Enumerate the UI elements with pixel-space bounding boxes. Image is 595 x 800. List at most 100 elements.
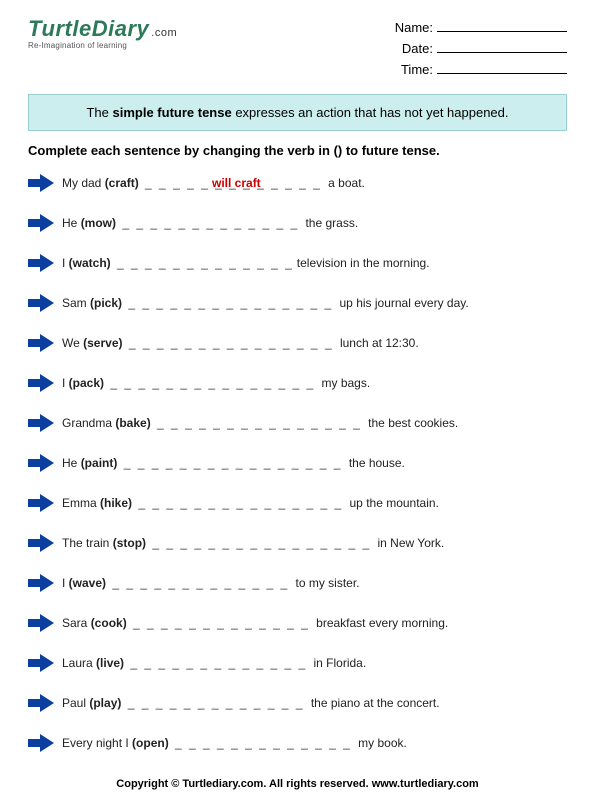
- sentence: We (serve) _ _ _ _ _ _ _ _ _ _ _ _ _ _ _…: [62, 336, 567, 350]
- worksheet-item: I (pack) _ _ _ _ _ _ _ _ _ _ _ _ _ _ _ m…: [28, 374, 567, 392]
- sentence: I (wave) _ _ _ _ _ _ _ _ _ _ _ _ _ to my…: [62, 576, 567, 590]
- sentence-blank: _ _ _ _ _ _ _ _ _ _ _ _ _: [117, 256, 294, 270]
- sentence-verb: (open): [132, 736, 169, 750]
- sentence-blank: _ _ _ _ _ _ _ _ _ _ _ _ _: [130, 656, 307, 670]
- sentence-pre: My dad: [62, 176, 105, 190]
- sentence-pre: I: [62, 256, 69, 270]
- sentence-blank: _ _ _ _ _ _ _ _ _ _ _ _ _ _ _: [138, 496, 343, 510]
- footer: Copyright © Turtlediary.com. All rights …: [0, 778, 595, 790]
- sentence: Paul (play) _ _ _ _ _ _ _ _ _ _ _ _ _ th…: [62, 696, 567, 710]
- sentence-verb: (cook): [91, 616, 127, 630]
- header: TurtleDiary.com Re-Imagination of learni…: [28, 18, 567, 80]
- sentence-pre: The train: [62, 536, 113, 550]
- time-line: [437, 73, 567, 74]
- sentence-post: breakfast every morning.: [313, 616, 448, 630]
- sentence-verb: (stop): [113, 536, 146, 550]
- sentence-pre: Grandma: [62, 416, 115, 430]
- sentence-post: a boat.: [325, 176, 365, 190]
- sentence-post: the piano at the concert.: [308, 696, 440, 710]
- sentence-verb: (wave): [69, 576, 106, 590]
- time-label: Time:: [401, 62, 433, 77]
- worksheet-item: My dad (craft) _ _ _ _ _ _ _ _ _ _ _ _ _…: [28, 174, 567, 192]
- sentence-verb: (bake): [115, 416, 150, 430]
- worksheet-item: I (watch) _ _ _ _ _ _ _ _ _ _ _ _ _telev…: [28, 254, 567, 272]
- rule-pre: The: [86, 105, 112, 120]
- sentence: I (pack) _ _ _ _ _ _ _ _ _ _ _ _ _ _ _ m…: [62, 376, 567, 390]
- sentence-pre: I: [62, 576, 69, 590]
- sentence-blank: _ _ _ _ _ _ _ _ _ _ _ _ _: [175, 736, 352, 750]
- arrow-icon: [28, 614, 62, 632]
- sentence-pre: Paul: [62, 696, 89, 710]
- sentence-verb: (pack): [69, 376, 104, 390]
- sentence-verb: (paint): [81, 456, 118, 470]
- arrow-icon: [28, 254, 62, 272]
- meta-fields: Name: Date: Time:: [395, 18, 567, 80]
- date-line: [437, 52, 567, 53]
- name-row: Name:: [395, 18, 567, 39]
- worksheet-item: The train (stop) _ _ _ _ _ _ _ _ _ _ _ _…: [28, 534, 567, 552]
- worksheet-item: I (wave) _ _ _ _ _ _ _ _ _ _ _ _ _ to my…: [28, 574, 567, 592]
- sentence-pre: He: [62, 216, 81, 230]
- date-row: Date:: [395, 39, 567, 60]
- sentence: He (mow) _ _ _ _ _ _ _ _ _ _ _ _ _ the g…: [62, 216, 567, 230]
- logo-tagline: Re-Imagination of learning: [28, 41, 177, 50]
- arrow-icon: [28, 574, 62, 592]
- arrow-icon: [28, 494, 62, 512]
- sentence-blank: _ _ _ _ _ _ _ _ _ _ _ _ _ _ _ _: [124, 456, 343, 470]
- worksheet-item: Every night I (open) _ _ _ _ _ _ _ _ _ _…: [28, 734, 567, 752]
- rule-bold: simple future tense: [113, 105, 232, 120]
- sentence-post: up the mountain.: [346, 496, 439, 510]
- sentence-blank: _ _ _ _ _ _ _ _ _ _ _ _ _: [122, 216, 299, 230]
- logo-primary: Turtle: [28, 16, 92, 41]
- logo-secondary: Diary: [92, 16, 150, 41]
- date-label: Date:: [402, 41, 433, 56]
- sentence-pre: Sara: [62, 616, 91, 630]
- sentence-post: up his journal every day.: [336, 296, 469, 310]
- sentence-post: in Florida.: [310, 656, 366, 670]
- sentence-pre: I: [62, 376, 69, 390]
- sentence: Grandma (bake) _ _ _ _ _ _ _ _ _ _ _ _ _…: [62, 416, 567, 430]
- sentence-verb: (live): [96, 656, 124, 670]
- sentence: My dad (craft) _ _ _ _ _ _ _ _ _ _ _ _ _…: [62, 176, 567, 190]
- sentence-post: my bags.: [318, 376, 370, 390]
- sentence: The train (stop) _ _ _ _ _ _ _ _ _ _ _ _…: [62, 536, 567, 550]
- logo: TurtleDiary.com Re-Imagination of learni…: [28, 18, 177, 80]
- item-list: My dad (craft) _ _ _ _ _ _ _ _ _ _ _ _ _…: [28, 174, 567, 752]
- worksheet-item: Sam (pick) _ _ _ _ _ _ _ _ _ _ _ _ _ _ _…: [28, 294, 567, 312]
- sentence: Sara (cook) _ _ _ _ _ _ _ _ _ _ _ _ _ br…: [62, 616, 567, 630]
- sentence-verb: (play): [89, 696, 121, 710]
- sentence-verb: (craft): [105, 176, 139, 190]
- arrow-icon: [28, 334, 62, 352]
- sentence-blank: _ _ _ _ _ _ _ _ _ _ _ _ _: [112, 576, 289, 590]
- worksheet-item: Emma (hike) _ _ _ _ _ _ _ _ _ _ _ _ _ _ …: [28, 494, 567, 512]
- rule-post: expresses an action that has not yet hap…: [232, 105, 509, 120]
- arrow-icon: [28, 454, 62, 472]
- sentence-verb: (hike): [100, 496, 132, 510]
- sentence-post: in New York.: [374, 536, 444, 550]
- arrow-icon: [28, 174, 62, 192]
- sentence-post: television in the morning.: [297, 256, 430, 270]
- worksheet-item: He (paint) _ _ _ _ _ _ _ _ _ _ _ _ _ _ _…: [28, 454, 567, 472]
- sentence-blank: _ _ _ _ _ _ _ _ _ _ _ _ _ _ _: [128, 296, 333, 310]
- sentence-pre: Every night I: [62, 736, 132, 750]
- sentence-post: my book.: [355, 736, 407, 750]
- sentence-blank: _ _ _ _ _ _ _ _ _ _ _ _ _: [133, 616, 310, 630]
- worksheet-item: He (mow) _ _ _ _ _ _ _ _ _ _ _ _ _ the g…: [28, 214, 567, 232]
- sentence-blank: _ _ _ _ _ _ _ _ _ _ _ _ _: [128, 696, 305, 710]
- sentence-verb: (mow): [81, 216, 116, 230]
- sentence-verb: (watch): [69, 256, 111, 270]
- sentence: Emma (hike) _ _ _ _ _ _ _ _ _ _ _ _ _ _ …: [62, 496, 567, 510]
- sentence-post: lunch at 12:30.: [337, 336, 419, 350]
- worksheet-item: Paul (play) _ _ _ _ _ _ _ _ _ _ _ _ _ th…: [28, 694, 567, 712]
- arrow-icon: [28, 534, 62, 552]
- example-answer: will craft: [212, 176, 261, 190]
- sentence: Sam (pick) _ _ _ _ _ _ _ _ _ _ _ _ _ _ _…: [62, 296, 567, 310]
- sentence-verb: (serve): [83, 336, 122, 350]
- worksheet-item: Grandma (bake) _ _ _ _ _ _ _ _ _ _ _ _ _…: [28, 414, 567, 432]
- name-label: Name:: [395, 20, 433, 35]
- worksheet-item: Sara (cook) _ _ _ _ _ _ _ _ _ _ _ _ _ br…: [28, 614, 567, 632]
- sentence: Every night I (open) _ _ _ _ _ _ _ _ _ _…: [62, 736, 567, 750]
- sentence-pre: Sam: [62, 296, 90, 310]
- sentence: Laura (live) _ _ _ _ _ _ _ _ _ _ _ _ _ i…: [62, 656, 567, 670]
- time-row: Time:: [395, 60, 567, 81]
